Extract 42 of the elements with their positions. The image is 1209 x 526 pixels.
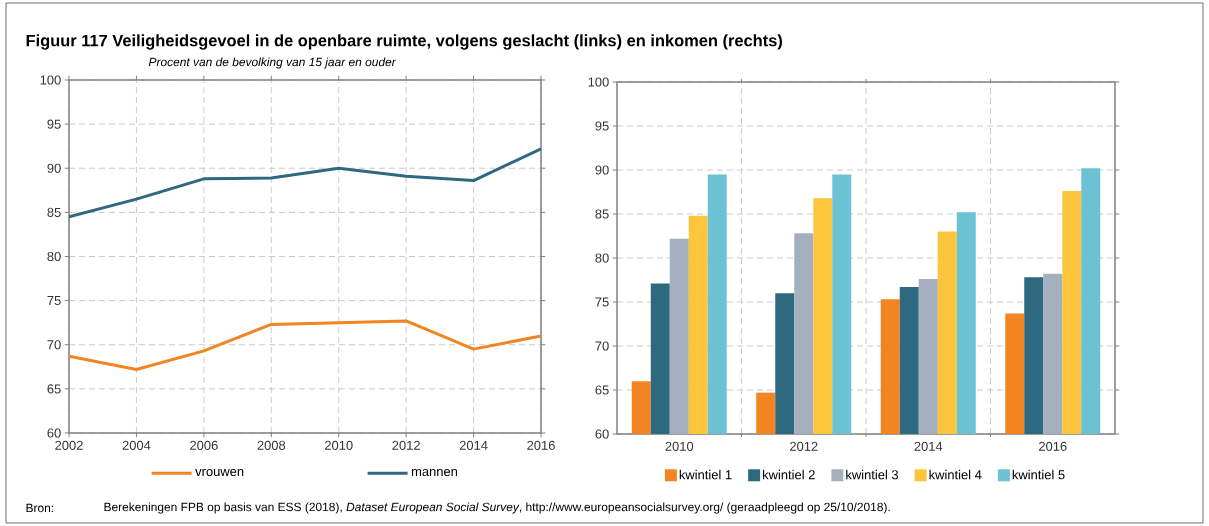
x-tick-label: 2006 xyxy=(190,440,218,450)
y-tick-label: 100 xyxy=(588,77,609,87)
y-tick-label: 80 xyxy=(595,253,609,263)
y-tick-label: 85 xyxy=(47,207,61,217)
x-tick-label: 2008 xyxy=(257,440,286,450)
x-tick-label: 2012 xyxy=(392,440,420,450)
y-tick-label: 85 xyxy=(595,209,609,219)
legend-label: mannen xyxy=(411,468,458,477)
y-tick-label: 65 xyxy=(47,384,61,394)
chart-title: Figuur 117 Veiligheidsgevoel in de openbare ruimte, volgens geslacht (links) en inkomen (rechts) xyxy=(26,34,782,50)
text: Bron: xyxy=(26,503,54,513)
x-tick-label: 2016 xyxy=(1039,441,1067,451)
legend-label: kwintiel 4 xyxy=(929,469,982,480)
y-tick-label: 100 xyxy=(40,75,61,85)
y-tick-label: 75 xyxy=(47,296,61,306)
x-tick-label: 2004 xyxy=(122,440,151,450)
line-series xyxy=(69,147,542,219)
y-tick-label: 60 xyxy=(47,428,61,438)
y-tick-label: 70 xyxy=(595,341,609,351)
text: Berekeningen FPB op basis van ESS (2018), Dataset European Social Survey, http://www.europeansocialsurvey.org/ (geraadpleegd op 25/10/2018). xyxy=(104,502,890,514)
y-tick-label: 90 xyxy=(595,165,609,175)
y-tick-label: 65 xyxy=(595,385,609,395)
legend-label: kwintiel 2 xyxy=(763,469,815,480)
y-tick-label: 95 xyxy=(47,119,61,129)
chart-subtitle: Procent van de bevolking van 15 jaar en ouder xyxy=(148,57,397,69)
y-tick-label: 70 xyxy=(47,340,61,350)
x-tick-label: 2014 xyxy=(914,441,943,451)
y-tick-label: 80 xyxy=(47,251,61,262)
legend-label: kwintiel 1 xyxy=(679,469,732,480)
legend-label: vrouwen xyxy=(195,468,244,477)
legend-label: kwintiel 5 xyxy=(1012,469,1065,480)
y-tick-label: 90 xyxy=(47,163,61,173)
x-tick-label: 2002 xyxy=(55,440,83,450)
x-tick-label: 2010 xyxy=(665,441,694,451)
x-tick-label: 2012 xyxy=(790,441,818,451)
x-tick-label: 2010 xyxy=(324,440,353,450)
y-tick-label: 60 xyxy=(595,429,609,439)
y-tick-label: 75 xyxy=(595,297,609,307)
x-tick-label: 2016 xyxy=(527,440,555,450)
x-tick-label: 2014 xyxy=(459,440,488,450)
y-tick-label: 95 xyxy=(595,121,609,131)
legend-label: kwintiel 3 xyxy=(846,469,899,480)
